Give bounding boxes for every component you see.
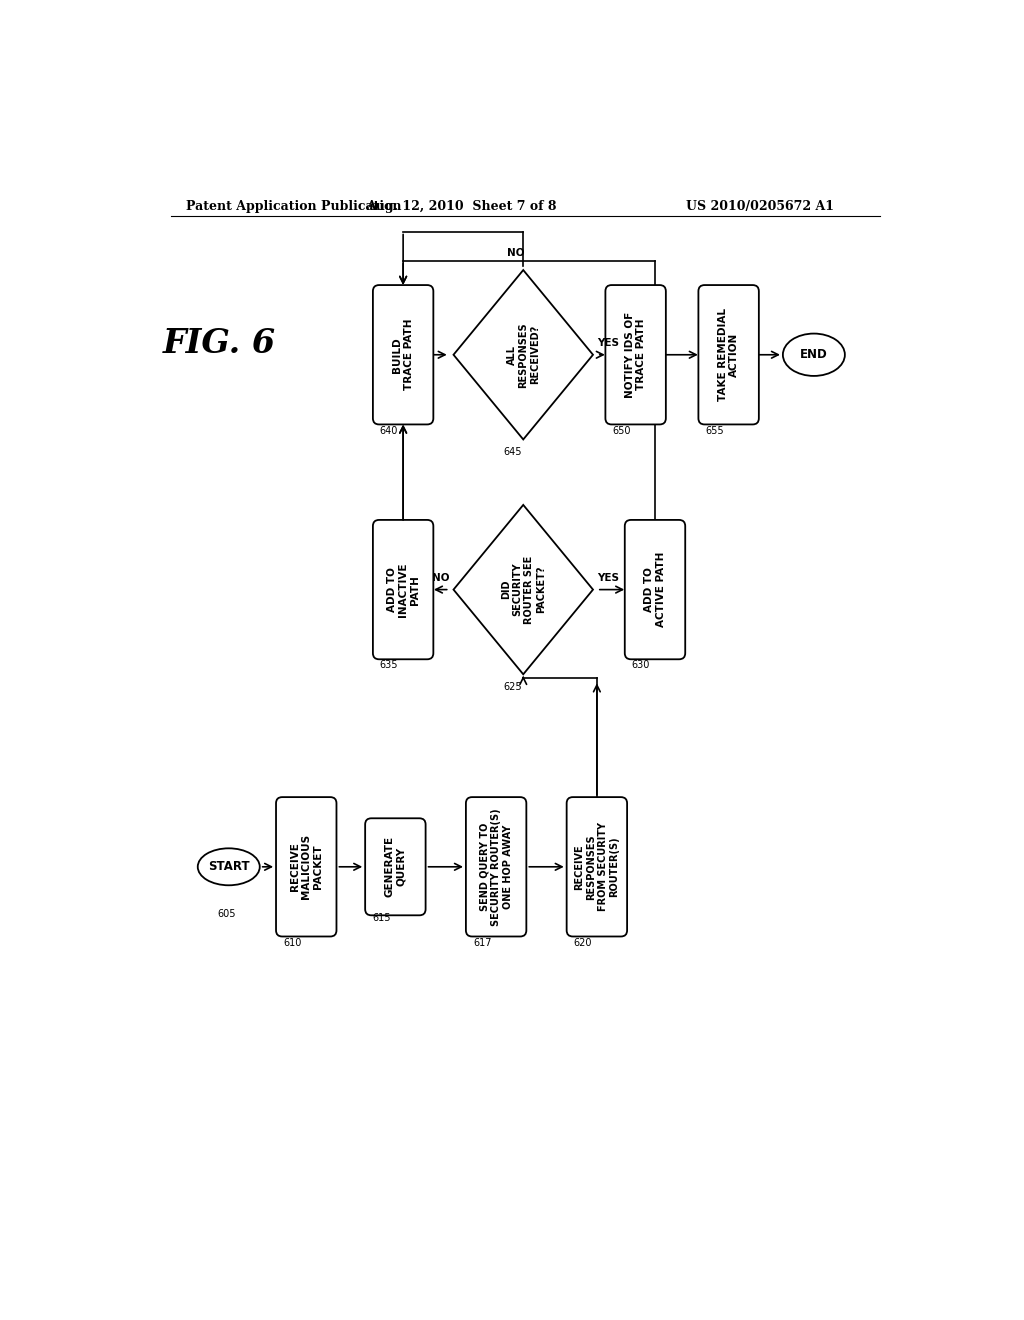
Polygon shape — [454, 271, 593, 440]
Text: 635: 635 — [380, 660, 398, 671]
Text: BUILD
TRACE PATH: BUILD TRACE PATH — [392, 319, 414, 391]
Ellipse shape — [783, 334, 845, 376]
Text: 655: 655 — [706, 425, 724, 436]
Text: 630: 630 — [632, 660, 650, 671]
Text: RECEIVE
MALICIOUS
PACKET: RECEIVE MALICIOUS PACKET — [290, 834, 323, 899]
Ellipse shape — [198, 849, 260, 886]
Text: TAKE REMEDIAL
ACTION: TAKE REMEDIAL ACTION — [718, 309, 739, 401]
Text: 617: 617 — [473, 937, 492, 948]
FancyBboxPatch shape — [373, 285, 433, 425]
FancyBboxPatch shape — [366, 818, 426, 915]
Text: 625: 625 — [504, 682, 522, 692]
Text: US 2010/0205672 A1: US 2010/0205672 A1 — [686, 199, 834, 213]
FancyBboxPatch shape — [466, 797, 526, 936]
FancyBboxPatch shape — [566, 797, 627, 936]
Text: START: START — [208, 861, 250, 874]
Text: NO: NO — [432, 573, 450, 583]
Text: END: END — [800, 348, 827, 362]
Text: ALL
RESPONSES
RECEIVED?: ALL RESPONSES RECEIVED? — [507, 322, 540, 388]
Text: 610: 610 — [283, 937, 301, 948]
Text: Patent Application Publication: Patent Application Publication — [186, 199, 401, 213]
Text: GENERATE
QUERY: GENERATE QUERY — [385, 837, 407, 898]
FancyBboxPatch shape — [373, 520, 433, 659]
Text: 620: 620 — [573, 937, 592, 948]
Text: DID
SECURITY
ROUTER SEE
PACKET?: DID SECURITY ROUTER SEE PACKET? — [501, 556, 546, 624]
Text: YES: YES — [597, 573, 618, 583]
Text: ADD TO
INACTIVE
PATH: ADD TO INACTIVE PATH — [386, 562, 420, 616]
Text: 640: 640 — [380, 425, 398, 436]
Text: 645: 645 — [504, 447, 522, 457]
Text: SEND QUERY TO
SECURITY ROUTER(S)
ONE HOP AWAY: SEND QUERY TO SECURITY ROUTER(S) ONE HOP… — [479, 808, 513, 925]
Text: NOTIFY IDS OF
TRACE PATH: NOTIFY IDS OF TRACE PATH — [625, 312, 646, 397]
Text: 650: 650 — [612, 425, 631, 436]
FancyBboxPatch shape — [276, 797, 337, 936]
Text: YES: YES — [597, 338, 618, 348]
FancyBboxPatch shape — [698, 285, 759, 425]
FancyBboxPatch shape — [605, 285, 666, 425]
Text: Aug. 12, 2010  Sheet 7 of 8: Aug. 12, 2010 Sheet 7 of 8 — [366, 199, 556, 213]
Text: ADD TO
ACTIVE PATH: ADD TO ACTIVE PATH — [644, 552, 666, 627]
Text: FIG. 6: FIG. 6 — [163, 327, 276, 360]
Text: NO: NO — [507, 248, 524, 259]
FancyBboxPatch shape — [625, 520, 685, 659]
Text: 605: 605 — [217, 909, 236, 919]
Text: 615: 615 — [372, 913, 390, 923]
Text: RECEIVE
RESPONSES
FROM SECURITY
ROUTER(S): RECEIVE RESPONSES FROM SECURITY ROUTER(S… — [574, 822, 620, 911]
Polygon shape — [454, 506, 593, 675]
